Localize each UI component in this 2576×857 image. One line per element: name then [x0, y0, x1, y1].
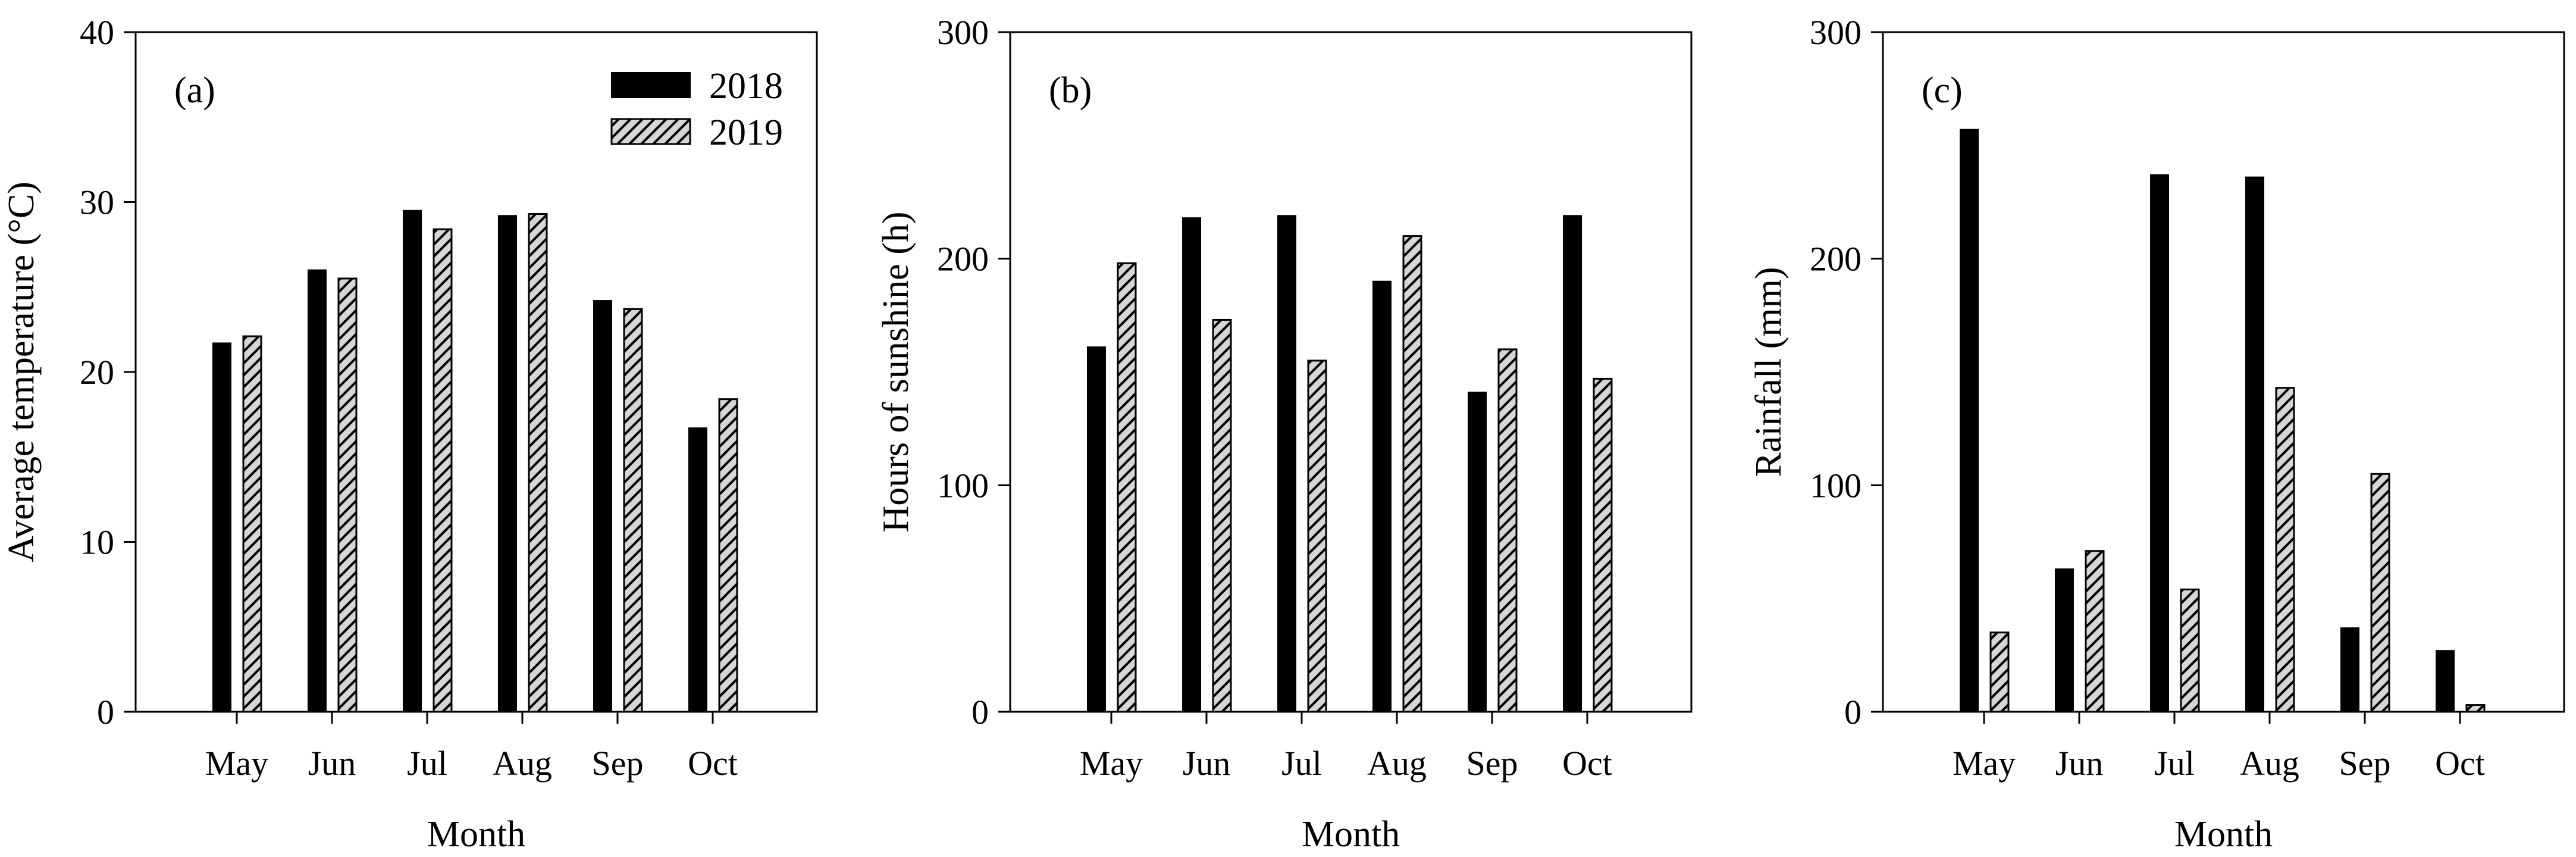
x-tick-label-may: May	[1953, 744, 2016, 783]
y-tick-label-0: 0	[1844, 693, 1862, 731]
y-tick-label-20: 20	[80, 353, 114, 392]
x-tick-label-sep: Sep	[2339, 744, 2391, 783]
x-tick-label-sep: Sep	[1466, 744, 1518, 783]
y-tick-label-200: 200	[1810, 240, 1862, 279]
bar-2019-sep	[623, 308, 643, 713]
bar-2018-jun	[308, 269, 327, 712]
y-tick-label-40: 40	[80, 13, 114, 52]
legend-label-2018: 2018	[709, 66, 783, 107]
bar-2019-oct	[718, 398, 738, 713]
y-tick-label-30: 30	[80, 183, 114, 222]
y-tick-label-300: 300	[937, 13, 989, 52]
chart-c-svg: May Jun Jul Aug Sep Oct 0 100 200 300 (c) Rainfall …	[1748, 13, 2565, 855]
bar-2018-oct	[688, 427, 707, 713]
bar-2019-aug	[2275, 387, 2295, 713]
x-axis-title: Month	[1302, 814, 1400, 855]
bar-2018-jun	[2055, 568, 2074, 712]
legend: 2018 2019	[610, 66, 783, 153]
bar-2019-jul	[1307, 359, 1327, 713]
bar-2019-may	[1117, 262, 1137, 713]
y-tick-label-10: 10	[80, 523, 114, 562]
x-tick-label-aug: Aug	[1367, 744, 1427, 783]
x-tick-label-may: May	[1080, 744, 1143, 783]
x-tick-label-aug: Aug	[493, 744, 552, 783]
x-tick-label-jul: Jul	[2154, 744, 2195, 783]
plot-frame	[1882, 31, 2565, 713]
bar-2018-jul	[403, 209, 422, 712]
bar-2018-jun	[1182, 217, 1201, 712]
bar-2018-jul	[1277, 215, 1296, 712]
bar-2019-sep	[1497, 348, 1518, 713]
legend-label-2019: 2019	[709, 112, 783, 153]
chart-b-svg: May Jun Jul Aug Sep Oct 0 100 200 300 (b) Hours of …	[876, 13, 1693, 855]
x-axis-title: Month	[2174, 814, 2273, 855]
x-tick-label-oct: Oct	[1562, 744, 1612, 783]
bar-2019-sep	[2370, 473, 2390, 713]
y-tick-label-300: 300	[1810, 13, 1862, 52]
x-tick-label-aug: Aug	[2240, 744, 2299, 783]
bar-2019-jun	[1212, 318, 1232, 713]
bar-2018-may	[1960, 129, 1979, 713]
x-tick-label-jun: Jun	[2055, 744, 2104, 783]
panel-letter: (a)	[174, 70, 215, 111]
y-tick-label-0: 0	[972, 693, 989, 731]
bar-2019-jun	[337, 277, 358, 713]
bar-2018-oct	[2436, 650, 2455, 712]
bar-2019-jun	[2085, 550, 2105, 713]
bar-2019-jul	[433, 228, 453, 713]
bar-2019-may	[242, 335, 262, 713]
plot-frame	[1009, 31, 1693, 713]
x-axis-title: Month	[427, 814, 525, 855]
bar-2019-aug	[528, 212, 548, 713]
panel-letter: (b)	[1049, 70, 1092, 111]
x-tick-label-oct: Oct	[2435, 744, 2485, 783]
bar-2018-sep	[2340, 627, 2359, 712]
y-axis-title: Rainfall (mm)	[1748, 267, 1789, 477]
bar-2018-jul	[2150, 174, 2169, 712]
x-tick-label-sep: Sep	[592, 744, 644, 783]
y-tick-label-0: 0	[97, 693, 114, 731]
bar-2018-aug	[498, 215, 517, 712]
bar-2019-oct	[1593, 377, 1613, 713]
x-tick-label-jun: Jun	[308, 744, 356, 783]
legend-swatch-2019	[610, 118, 691, 145]
y-axis-title: Average temperature (°C)	[1, 182, 42, 562]
panel-letter: (c)	[1922, 70, 1963, 111]
y-tick-label-200: 200	[937, 240, 989, 279]
bar-2019-oct	[2465, 704, 2486, 713]
bar-2018-sep	[593, 300, 612, 712]
x-tick-label-jul: Jul	[407, 744, 447, 783]
bar-2018-may	[1087, 346, 1106, 712]
chart-a-svg: May Jun Jul Aug Sep Oct 0 10 20 30 40 (a) Average te…	[1, 13, 818, 855]
y-tick-label-100: 100	[937, 466, 989, 505]
y-tick-label-100: 100	[1810, 466, 1862, 505]
panel-c-rainfall: May Jun Jul Aug Sep Oct 0 100 200 300 (c) Rainfall …	[1725, 0, 2576, 857]
bar-2019-aug	[1402, 235, 1422, 713]
x-tick-label-may: May	[205, 744, 268, 783]
plot-frame	[134, 31, 818, 713]
legend-swatch-2018	[611, 72, 691, 98]
bar-2018-oct	[1563, 215, 1582, 712]
y-axis-title: Hours of sunshine (h)	[876, 212, 916, 533]
bar-2018-sep	[1468, 392, 1487, 712]
x-tick-label-jun: Jun	[1183, 744, 1231, 783]
x-tick-label-oct: Oct	[688, 744, 738, 783]
panel-a-average-temperature: May Jun Jul Aug Sep Oct 0 10 20 30 40 (a) Average te…	[0, 0, 863, 857]
bar-2019-jul	[2180, 588, 2200, 713]
bar-2018-aug	[1372, 280, 1392, 712]
panel-b-hours-of-sunshine: May Jun Jul Aug Sep Oct 0 100 200 300 (b) Hours of …	[863, 0, 1725, 857]
x-tick-label-jul: Jul	[1281, 744, 1322, 783]
bar-2018-aug	[2245, 176, 2264, 713]
bar-2019-may	[1989, 631, 2010, 713]
bar-2018-may	[212, 342, 231, 712]
